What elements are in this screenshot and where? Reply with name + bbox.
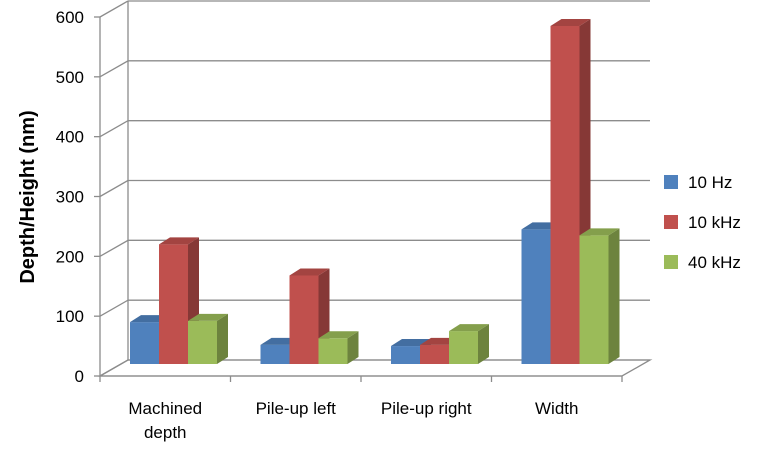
y-tick-label: 0 xyxy=(75,367,84,386)
y-tick-label: 400 xyxy=(56,128,84,147)
bar-front xyxy=(579,235,609,364)
bar-top xyxy=(318,331,359,339)
bar-front xyxy=(188,320,217,364)
bar-front xyxy=(449,331,478,364)
legend-label: 10 kHz xyxy=(688,213,741,232)
y-tick-label: 300 xyxy=(56,188,84,207)
bar-front xyxy=(521,229,551,364)
legend-item: 40 kHz xyxy=(664,253,741,272)
bar-top xyxy=(449,324,489,332)
y-tick-label: 100 xyxy=(56,307,84,326)
bar-front xyxy=(391,346,420,364)
bar-front xyxy=(550,25,580,365)
bar-front xyxy=(260,344,290,364)
bar xyxy=(449,324,489,364)
legend-item: 10 kHz xyxy=(664,213,741,232)
bar-front xyxy=(289,275,319,364)
legend-swatch xyxy=(664,215,678,229)
bar-top xyxy=(159,237,199,245)
y-tick-labels: 0 100 200 300 400 500 600 xyxy=(56,8,84,386)
bar-side xyxy=(217,313,228,364)
gridline-depth xyxy=(99,120,129,138)
y-tick-label: 200 xyxy=(56,247,84,266)
x-category-label: depth xyxy=(144,423,187,442)
bar-front xyxy=(318,338,348,364)
x-category-label: Width xyxy=(535,399,578,418)
bar-front xyxy=(159,244,188,364)
bar-front xyxy=(420,344,449,364)
bars xyxy=(130,18,620,365)
gridline-depth xyxy=(99,0,129,18)
x-category-label: Pile-up left xyxy=(256,399,337,418)
bar xyxy=(188,313,228,364)
legend-swatch xyxy=(664,255,678,269)
gridlines xyxy=(99,0,650,377)
gridline-depth xyxy=(99,299,129,317)
bar-front xyxy=(130,322,159,364)
y-axis-label: Depth/Height (nm) xyxy=(17,110,39,283)
bar xyxy=(579,228,620,364)
gridline-depth xyxy=(99,239,129,257)
bar-side xyxy=(608,228,620,364)
x-category-label: Machined xyxy=(128,399,202,418)
legend: 10 Hz 10 kHz 40 kHz xyxy=(664,173,741,272)
bar-top xyxy=(579,228,620,236)
bar-top xyxy=(188,313,228,321)
axes xyxy=(94,16,653,382)
bar-side xyxy=(478,324,489,364)
bar-side xyxy=(347,331,359,364)
x-category-labels: Machined depth Pile-up left Pile-up right Wi… xyxy=(128,399,578,442)
y-tick-label: 500 xyxy=(56,68,84,87)
legend-swatch xyxy=(664,175,678,189)
legend-label: 10 Hz xyxy=(688,173,732,192)
gridline-depth xyxy=(99,179,129,198)
y-tick-label: 600 xyxy=(56,8,84,27)
legend-item: 10 Hz xyxy=(664,173,732,192)
legend-label: 40 kHz xyxy=(688,253,741,272)
bar-top xyxy=(550,18,591,26)
x-category-label: Pile-up right xyxy=(381,399,472,418)
gridline-depth xyxy=(99,60,129,78)
bar-top xyxy=(289,268,330,276)
bar xyxy=(318,331,359,364)
